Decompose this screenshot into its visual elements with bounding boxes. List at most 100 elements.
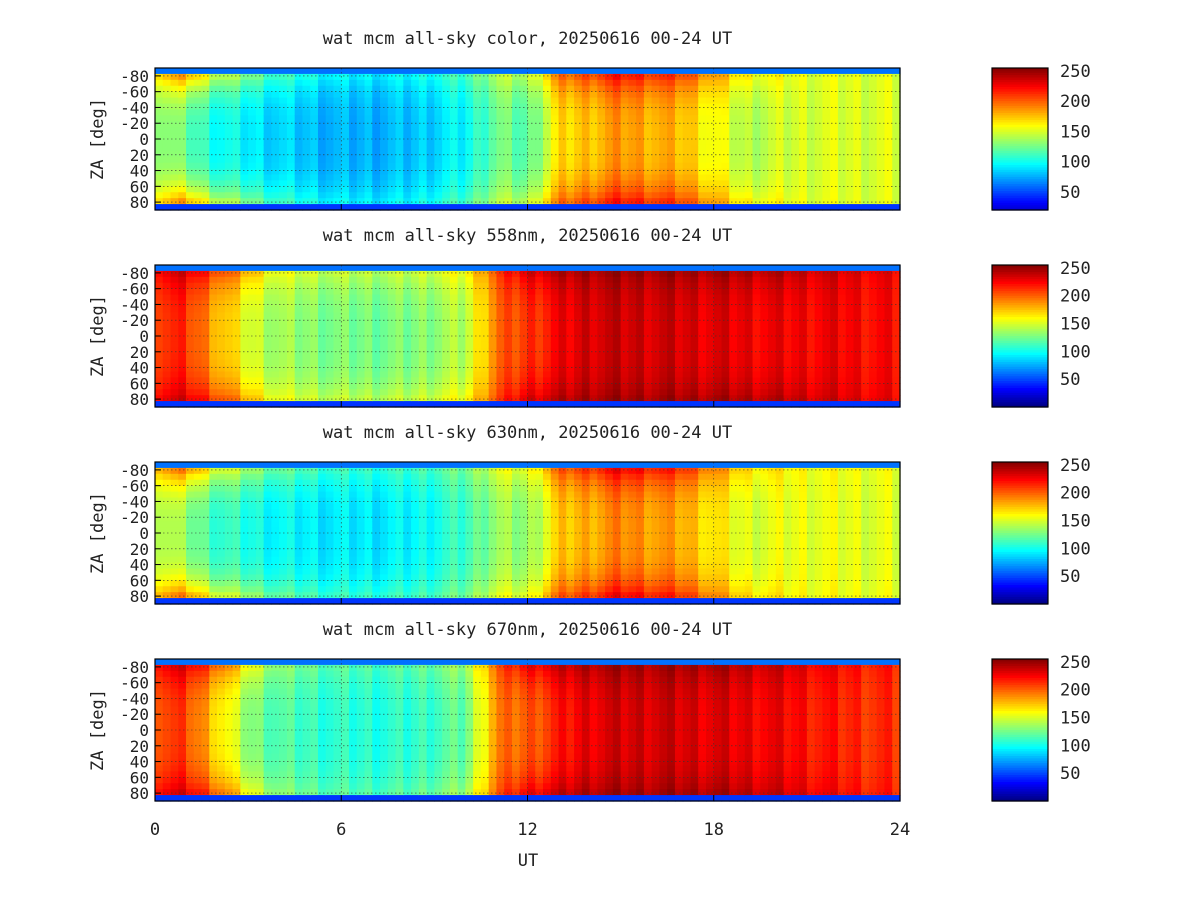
heatmap-cell: [713, 144, 723, 152]
heatmap-cell: [799, 127, 808, 134]
heatmap-cell: [333, 389, 342, 396]
heatmap-cell: [480, 121, 490, 128]
heatmap-cell: [636, 336, 645, 343]
heatmap-cell: [558, 300, 567, 308]
heatmap-cell: [574, 282, 583, 290]
heatmap-cell: [271, 336, 280, 343]
heatmap-cell: [628, 383, 637, 390]
heatmap-cell: [232, 97, 241, 105]
heatmap-cell: [155, 85, 164, 93]
heatmap-cell: [411, 198, 420, 205]
heatmap-cell: [550, 318, 560, 325]
heatmap-cell: [232, 109, 241, 116]
heatmap-cell: [511, 180, 521, 187]
heatmap-cell: [713, 347, 723, 355]
heatmap-cell: [325, 162, 335, 170]
heatmap-cell: [193, 371, 203, 379]
heatmap-cell: [698, 300, 707, 308]
heatmap-cell: [861, 353, 870, 361]
heatmap-cell: [449, 150, 459, 158]
heatmap-cell: [155, 491, 164, 499]
colorbar-segment: [992, 188, 1048, 192]
heatmap-cell: [597, 401, 606, 408]
heatmap-cell: [263, 168, 273, 176]
heatmap-cell: [612, 347, 622, 355]
heatmap-cell: [372, 395, 381, 402]
heatmap-cell: [550, 312, 560, 319]
heatmap-cell: [395, 186, 404, 193]
heatmap-cell: [674, 127, 684, 134]
heatmap-cell: [504, 347, 513, 355]
heatmap-cell: [302, 68, 311, 75]
heatmap-cell: [535, 198, 544, 205]
heatmap-cell: [372, 365, 381, 373]
heatmap-cell: [519, 395, 529, 402]
heatmap-cell: [822, 377, 831, 384]
heatmap-cell: [737, 318, 746, 325]
heatmap-cell: [403, 150, 412, 158]
heatmap-cell: [760, 109, 769, 116]
heatmap-cell: [550, 180, 560, 187]
heatmap-cell: [822, 121, 831, 128]
heatmap-cell: [170, 115, 179, 122]
heatmap-cell: [651, 139, 661, 146]
heatmap-cell: [279, 330, 288, 337]
heatmap-cell: [744, 294, 754, 302]
heatmap-cell: [822, 401, 831, 408]
heatmap-cell: [155, 68, 164, 75]
heatmap-cell: [255, 68, 265, 75]
heatmap-cell: [651, 365, 661, 373]
heatmap-cell: [310, 139, 319, 146]
heatmap-cell: [317, 288, 327, 296]
heatmap-cell: [255, 341, 265, 349]
heatmap-cell: [186, 180, 195, 187]
heatmap-cell: [876, 312, 886, 319]
heatmap-cell: [574, 300, 583, 308]
heatmap-cell: [426, 174, 435, 182]
heatmap-cell: [418, 127, 428, 134]
heatmap-cell: [799, 115, 808, 122]
colorbar-segment: [992, 141, 1048, 145]
heatmap-cell: [325, 371, 335, 379]
heatmap-cell: [426, 121, 435, 128]
heatmap-cell: [496, 359, 505, 367]
heatmap-cell: [271, 156, 280, 164]
colorbar-segment: [992, 124, 1048, 128]
heatmap-cell: [581, 144, 591, 152]
heatmap-cell: [418, 383, 428, 390]
heatmap-cell: [209, 156, 218, 164]
heatmap-cell: [612, 144, 622, 152]
heatmap-cell: [333, 365, 342, 373]
heatmap-cell: [636, 139, 645, 146]
heatmap-cell: [209, 395, 218, 402]
heatmap-cell: [744, 150, 754, 158]
heatmap-cell: [566, 318, 575, 325]
heatmap-cell: [721, 389, 730, 396]
heatmap-cell: [550, 276, 560, 284]
heatmap-cell: [178, 91, 187, 99]
heatmap-cell: [364, 109, 373, 116]
heatmap-cell: [372, 294, 381, 302]
heatmap-cell: [806, 347, 816, 355]
heatmap-cell: [317, 115, 327, 122]
heatmap-cell: [760, 79, 769, 87]
heatmap-cell: [659, 127, 668, 134]
heatmap-cell: [325, 265, 335, 272]
heatmap-cell: [186, 127, 195, 134]
heatmap-cell: [403, 270, 412, 278]
heatmap-cell: [643, 294, 653, 302]
heatmap-cell: [162, 324, 172, 331]
heatmap-cell: [543, 79, 552, 87]
heatmap-cell: [457, 91, 467, 99]
heatmap-cell: [317, 365, 327, 373]
heatmap-cell: [162, 180, 172, 187]
heatmap-cell: [799, 97, 808, 105]
heatmap-cell: [752, 150, 761, 158]
heatmap-cell: [155, 156, 164, 164]
heatmap-cell: [527, 109, 536, 116]
heatmap-cell: [690, 347, 699, 355]
heatmap-cell: [271, 312, 280, 319]
heatmap-cell: [636, 265, 645, 272]
heatmap-cell: [830, 150, 839, 158]
heatmap-cell: [799, 192, 808, 199]
